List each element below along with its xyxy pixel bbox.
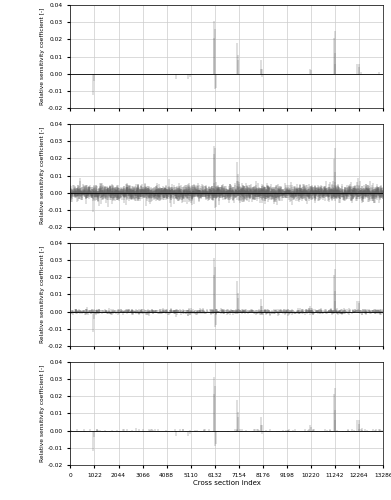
- Y-axis label: Relative sensitivity coefficient [-]: Relative sensitivity coefficient [-]: [40, 8, 45, 106]
- X-axis label: Cross section index: Cross section index: [193, 480, 261, 486]
- Y-axis label: Relative sensitivity coefficient [-]: Relative sensitivity coefficient [-]: [40, 127, 45, 224]
- Y-axis label: Relative sensitivity coefficient [-]: Relative sensitivity coefficient [-]: [40, 246, 45, 343]
- Y-axis label: Relative sensitivity coefficient [-]: Relative sensitivity coefficient [-]: [40, 364, 45, 462]
